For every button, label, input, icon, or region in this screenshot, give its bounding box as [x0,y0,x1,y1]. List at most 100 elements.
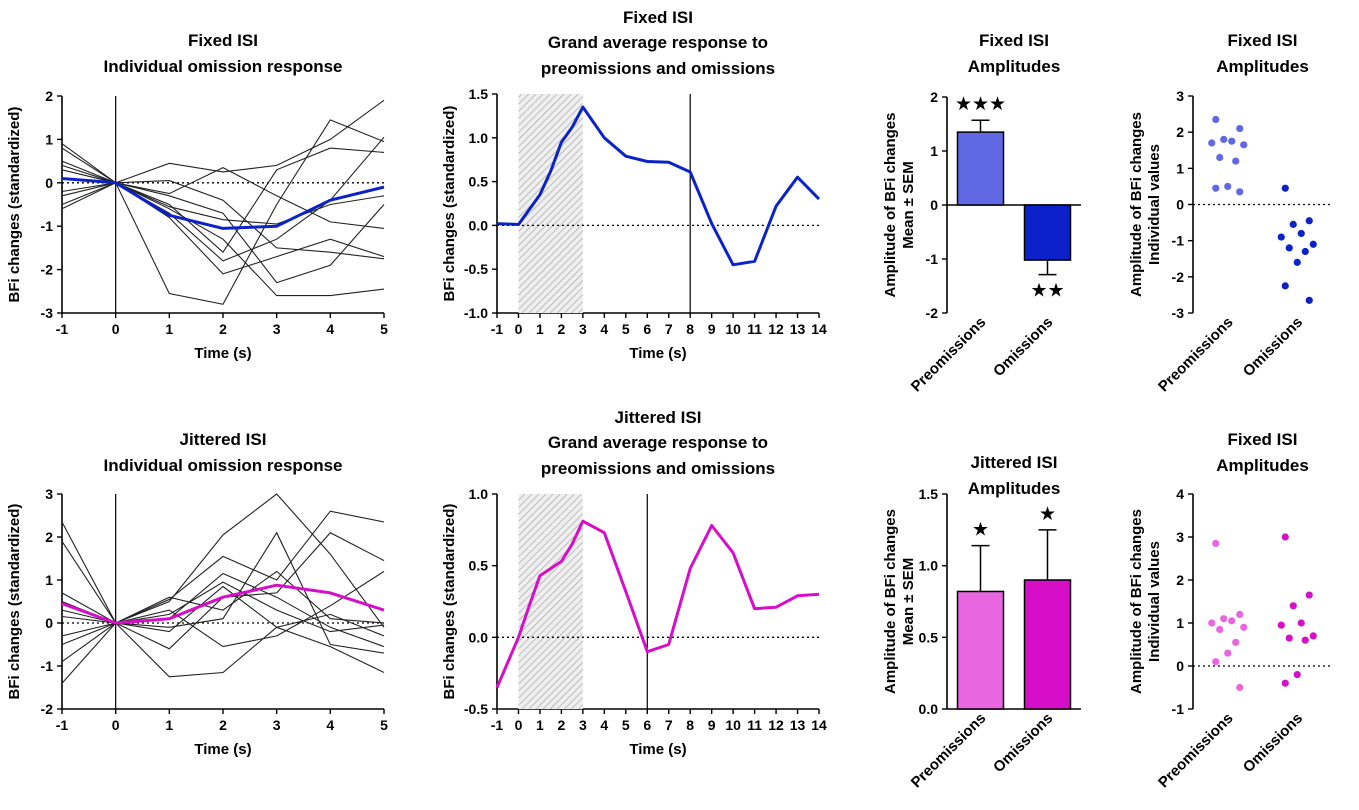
x-tick-label: 6 [643,717,651,733]
y-tick-label: 1.5 [469,86,489,102]
data-point [1232,638,1240,646]
data-point [1212,115,1220,124]
y-axis-label: BFi changes (standardized) [6,107,23,303]
data-point [1281,282,1289,290]
x-tick-label: 0 [515,321,523,337]
data-point [1236,610,1244,619]
data-point [1236,124,1244,133]
chart-title-line: Fixed ISI [1228,31,1298,50]
data-point [1281,184,1289,192]
y-tick-label: -2 [926,305,939,321]
data-point [1305,217,1313,225]
chart-title-line: Amplitudes [1216,57,1309,76]
data-point [1208,139,1216,147]
x-tick-label: 11 [747,717,762,733]
chart-title-line: preomissions and omissions [541,59,775,78]
data-point [1289,220,1297,228]
x-category-label: Omissions [1240,314,1306,380]
x-tick-label: 5 [622,717,630,733]
significance-stars: ★★★ [955,94,1006,115]
individual-trace [61,169,385,225]
significance-stars: ★ [1039,504,1056,525]
y-tick-label: 0.5 [469,558,489,574]
x-tick-label: 3 [579,321,587,337]
individual-trace [61,160,385,275]
x-tick-label: 14 [811,321,827,337]
panel-p5: Jittered ISI Individual omission response… [6,430,388,758]
data-point [1236,683,1244,692]
x-tick-label: 9 [708,717,716,733]
individual-trace [61,581,385,637]
data-point [1305,296,1313,304]
data-point [1216,153,1224,162]
significance-stars: ★★ [1030,281,1064,302]
panel-p8: Fixed ISI Amplitudes -1 0 1 2 3 4 Amplitude of B… [1128,430,1332,791]
y-axis-label: BFi changes (standardized) [441,504,458,700]
x-tick-label: 10 [725,321,741,337]
chart-title-line: Individual omission response [104,57,343,76]
y-tick-label: 0 [45,615,53,631]
x-axis-label: Time (s) [629,345,686,362]
bar-omissions [1023,204,1072,261]
x-tick-label: 1 [536,717,544,733]
y-axis-label: Individual values [1146,144,1163,265]
y-tick-label: 0.5 [919,629,939,645]
x-tick-label: 3 [273,321,281,337]
x-tick-label: -1 [491,321,504,337]
mean-trace [61,583,385,625]
data-point [1309,632,1317,640]
data-point [1212,539,1220,548]
individual-trace [61,143,385,284]
data-point [1240,141,1248,149]
data-point [1301,247,1309,256]
data-point [1301,636,1309,644]
x-tick-label: 2 [558,717,566,733]
significance-stars: ★ [972,520,989,541]
data-point [1224,182,1232,191]
data-point [1228,137,1236,145]
y-tick-label: 2 [45,88,53,104]
x-tick-label: 7 [665,321,673,337]
x-tick-label: 1 [165,717,173,733]
y-tick-label: 1.0 [469,130,489,146]
chart-title-line: Fixed ISI [188,31,258,50]
y-tick-label: 0 [1176,658,1184,674]
bar-preomissions [956,590,1005,710]
x-category-label: Preomissions [1155,710,1237,792]
y-axis-label: BFi changes (standardized) [6,504,23,700]
x-tick-label: 2 [219,717,227,733]
y-tick-label: 0 [930,197,938,213]
individual-trace [61,493,385,628]
y-tick-label: 0.0 [919,701,939,717]
chart-title-line: Individual omission response [104,456,343,475]
y-tick-label: -1 [1172,233,1185,249]
stimulus-window-shade [518,94,583,313]
y-tick-label: 1 [45,131,53,147]
y-tick-label: 3 [45,486,53,502]
y-tick-label: 0.0 [469,217,489,233]
y-tick-label: 3 [1176,88,1184,104]
data-point [1212,184,1220,192]
y-tick-label: 2 [1176,572,1184,588]
x-category-label: Omissions [990,314,1056,380]
x-tick-label: 4 [326,717,334,733]
x-tick-label: 7 [665,717,673,733]
y-tick-label: -0.5 [464,261,488,277]
chart-title-line: Jittered ISI [971,453,1058,472]
y-tick-label: 2 [1176,124,1184,140]
y-tick-label: 1 [930,143,938,159]
chart-title-line: Grand average response to [548,33,768,52]
y-tick-label: 0.5 [469,174,489,190]
x-tick-label: 4 [600,717,608,733]
individual-trace [61,119,385,305]
x-tick-label: 2 [558,321,566,337]
x-tick-label: 1 [165,321,173,337]
x-tick-label: 0 [515,717,523,733]
x-category-label: Preomissions [908,314,990,396]
y-tick-label: 1 [45,572,53,588]
y-tick-label: 2 [45,529,53,545]
x-tick-label: 0 [112,321,120,337]
data-point [1277,233,1285,241]
